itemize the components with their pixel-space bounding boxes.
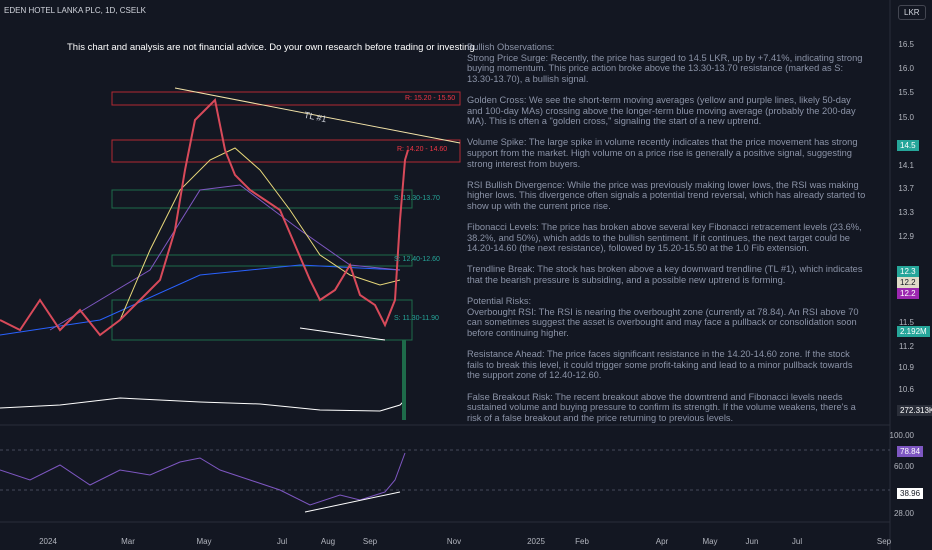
- price-tick-label: 11.5: [899, 318, 914, 327]
- zone-box: [111, 91, 461, 106]
- rsi-badge: 78.84: [897, 446, 924, 457]
- time-tick-label: 2024: [39, 537, 57, 546]
- price-tick-label: 14.1: [898, 161, 914, 170]
- time-tick-label: Mar: [121, 537, 135, 546]
- time-tick-label: Sep: [362, 537, 378, 546]
- note-paragraph: Fibonacci Levels: The price has broken a…: [467, 222, 865, 254]
- time-tick-label: Jul: [276, 537, 288, 546]
- price-tick-label: 10.6: [898, 385, 914, 394]
- zone-box: [111, 299, 413, 341]
- rsi-tick-label: 100.00: [889, 431, 914, 440]
- price-tick-label: 13.7: [898, 184, 914, 193]
- price-tick-label: 11.2: [899, 342, 914, 351]
- ma-200: [0, 264, 401, 336]
- note-paragraph: Volume Spike: The large spike in volume …: [467, 137, 861, 169]
- trendline: [174, 87, 461, 144]
- price-tick-label: 16.0: [898, 64, 914, 73]
- note-paragraph: Resistance Ahead: The price faces signif…: [467, 349, 856, 381]
- analysis-notes: Bullish Observations: Strong Price Surge…: [467, 42, 867, 434]
- volume-ma: [0, 397, 406, 412]
- zone-box: [111, 189, 413, 209]
- note-paragraph: RSI Bullish Divergence: While the price …: [467, 179, 868, 211]
- price-tick-label: 10.9: [898, 363, 914, 372]
- note-paragraph: Golden Cross: We see the short-term movi…: [467, 94, 859, 127]
- time-tick-label: Apr: [655, 537, 669, 546]
- price-tick-label: 15.0: [898, 113, 914, 122]
- price-badge: 12.2: [897, 288, 919, 299]
- rsi-tick-label: 28.00: [893, 509, 914, 518]
- price-tick-label: 16.5: [898, 40, 914, 49]
- time-tick-label: May: [196, 537, 212, 546]
- zone-label: S: 12.40-12.60: [394, 256, 440, 263]
- price-badge: 12.3: [897, 266, 919, 277]
- price-badge: 272.313K: [897, 405, 932, 416]
- zone-label: R: 14.20 - 14.60: [397, 146, 448, 153]
- zone-label: S: 13.30-13.70: [394, 195, 440, 202]
- rsi-line: [0, 452, 406, 506]
- zone-label: S: 11.30-11.90: [394, 315, 439, 322]
- zone-box: [111, 254, 413, 267]
- ma-50: [119, 147, 401, 321]
- note-paragraph: Potential Risks: Overbought RSI: The RSI…: [467, 296, 859, 339]
- price-path: [0, 97, 409, 337]
- price-badge: 14.5: [897, 140, 919, 151]
- note-paragraph: Bullish Observations: Strong Price Surge…: [467, 42, 863, 84]
- volume-bar: [402, 340, 406, 420]
- time-tick-label: Feb: [575, 537, 589, 546]
- zone-box: [111, 139, 461, 163]
- price-badge: 2.192M: [897, 326, 930, 337]
- ma-100: [49, 184, 401, 331]
- rsi-badge: 38.96: [897, 488, 924, 499]
- price-tick-label: 15.5: [898, 88, 914, 97]
- currency-button[interactable]: LKR: [898, 5, 926, 20]
- note-paragraph: Trendline Break: The stock has broken ab…: [467, 264, 866, 286]
- time-tick-label: 2025: [527, 537, 545, 546]
- price-tick-label: 13.3: [898, 208, 914, 217]
- rsi-trendline: [304, 491, 401, 513]
- symbol: EDEN HOTEL LANKA PLC, 1D, CSELK: [4, 6, 146, 15]
- time-tick-label: Sep: [876, 537, 892, 546]
- price-badge: 12.2: [897, 277, 919, 288]
- time-tick-label: Jul: [791, 537, 803, 546]
- time-tick-label: May: [702, 537, 718, 546]
- zone-label: R: 15.20 - 15.50: [405, 95, 456, 102]
- disclaimer: This chart and analysis are not financia…: [67, 42, 478, 53]
- rsi-tick-label: 60.00: [893, 462, 914, 471]
- price-tick-label: 12.9: [898, 232, 914, 241]
- support-line: [299, 327, 386, 341]
- note-paragraph: False Breakout Risk: The recent breakout…: [467, 391, 859, 423]
- time-tick-label: Aug: [320, 537, 336, 546]
- time-tick-label: Jun: [745, 537, 759, 546]
- time-tick-label: Nov: [446, 537, 462, 546]
- decor: [0, 0, 891, 550]
